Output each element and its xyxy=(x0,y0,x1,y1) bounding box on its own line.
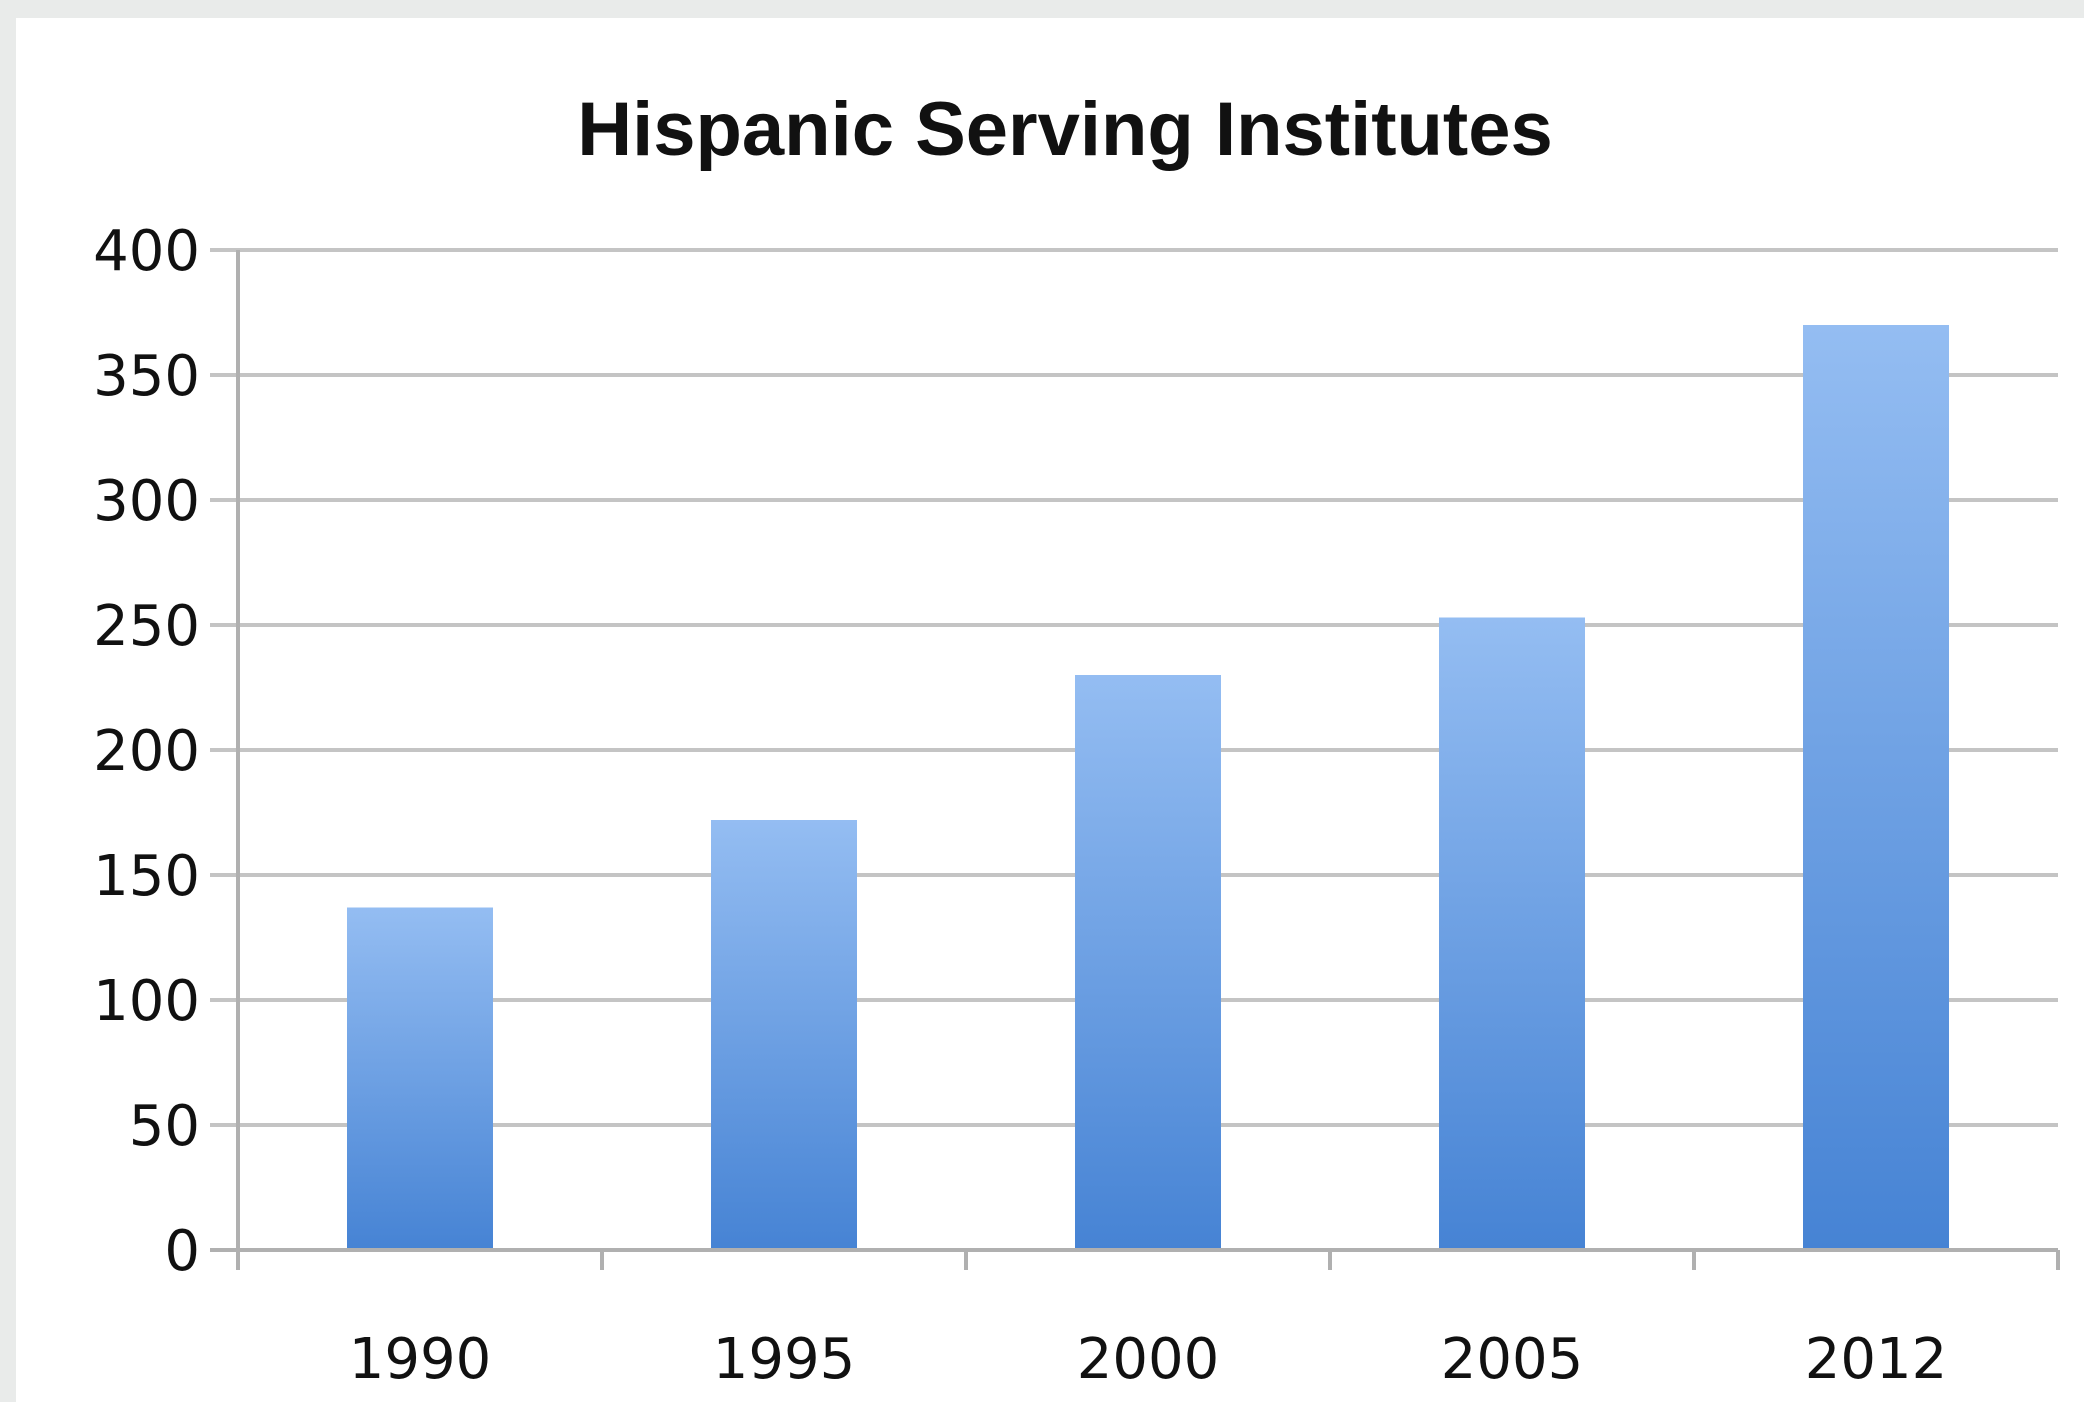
axes xyxy=(210,250,2060,1270)
x-tick-label: 2000 xyxy=(1077,1327,1220,1392)
bar-1990 xyxy=(347,907,493,1250)
y-tick-label: 300 xyxy=(93,469,200,534)
x-tick-label: 2005 xyxy=(1441,1327,1584,1392)
bar-2000 xyxy=(1075,675,1221,1250)
y-tick-label: 200 xyxy=(93,719,200,784)
chart-title: Hispanic Serving Institutes xyxy=(577,87,1553,172)
y-tick-label: 50 xyxy=(129,1094,200,1159)
y-tick-label: 150 xyxy=(93,844,200,909)
bar-2005 xyxy=(1439,617,1585,1250)
y-tick-label: 100 xyxy=(93,969,200,1034)
bars xyxy=(347,325,1949,1250)
x-axis-ticks: 1990 1995 2000 2005 2012 xyxy=(349,1327,1948,1392)
y-tick-label: 0 xyxy=(164,1219,200,1284)
x-tick-label: 2012 xyxy=(1805,1327,1948,1392)
x-tick-label: 1990 xyxy=(349,1327,492,1392)
y-tick-label: 350 xyxy=(93,344,200,409)
y-axis-ticks: 0 50 100 150 200 250 300 350 400 xyxy=(93,219,200,1284)
x-tick-label: 1995 xyxy=(713,1327,856,1392)
y-tick-label: 400 xyxy=(93,219,200,284)
y-tick-label: 250 xyxy=(93,594,200,659)
bar-2012 xyxy=(1803,325,1949,1250)
bar-1995 xyxy=(711,820,857,1250)
